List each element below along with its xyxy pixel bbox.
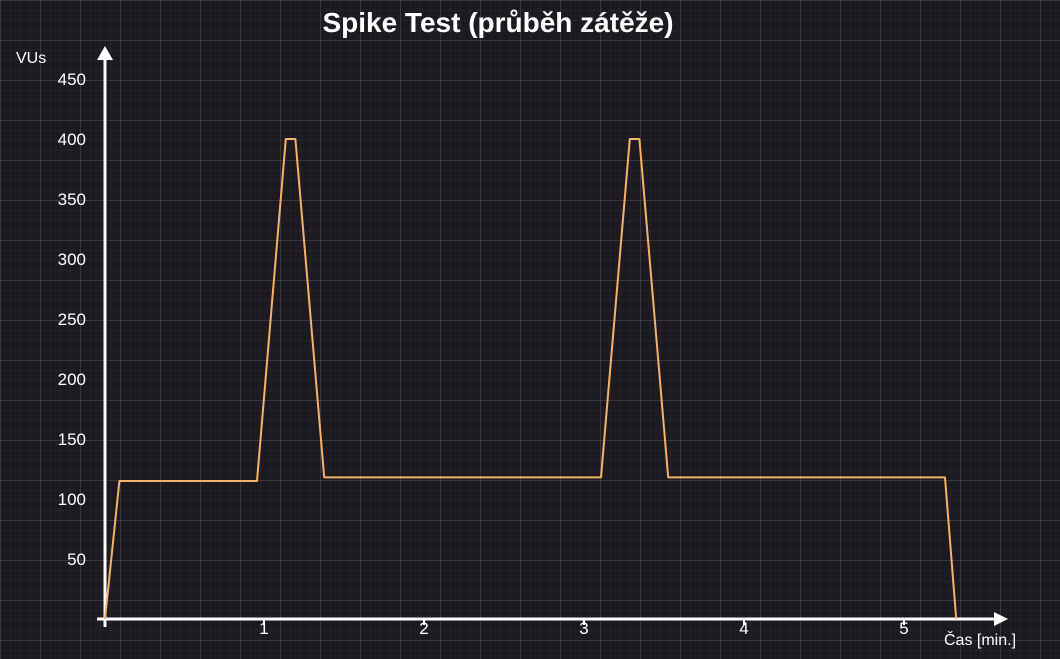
y-axis-label: VUs	[16, 50, 46, 67]
y-tick-label: 250	[58, 310, 86, 329]
y-tick-label: 350	[58, 190, 86, 209]
x-tick-label: 1	[259, 619, 268, 638]
y-tick-label: 450	[58, 70, 86, 89]
x-tick-label: 5	[899, 619, 908, 638]
x-tick-label: 4	[739, 619, 748, 638]
y-axis-arrow	[97, 46, 113, 60]
series-group	[104, 138, 958, 620]
axes	[97, 46, 1008, 627]
y-tick-label: 150	[58, 430, 86, 449]
x-axis-ticks: 1 2 3 4 5	[259, 619, 909, 638]
x-tick-label: 3	[579, 619, 588, 638]
chart-title: Spike Test (průběh zátěže)	[322, 7, 673, 38]
y-tick-label: 100	[58, 490, 86, 509]
x-axis-arrow	[994, 612, 1008, 626]
x-axis-label: Čas [min.]	[944, 630, 1016, 649]
y-axis-ticks: 50 100 150 200 250 300 350 400 450	[58, 70, 86, 569]
x-tick-label: 2	[419, 619, 428, 638]
y-tick-label: 50	[67, 550, 86, 569]
series-line	[104, 138, 958, 620]
y-tick-label: 200	[58, 370, 86, 389]
y-tick-label: 400	[58, 130, 86, 149]
y-tick-label: 300	[58, 250, 86, 269]
